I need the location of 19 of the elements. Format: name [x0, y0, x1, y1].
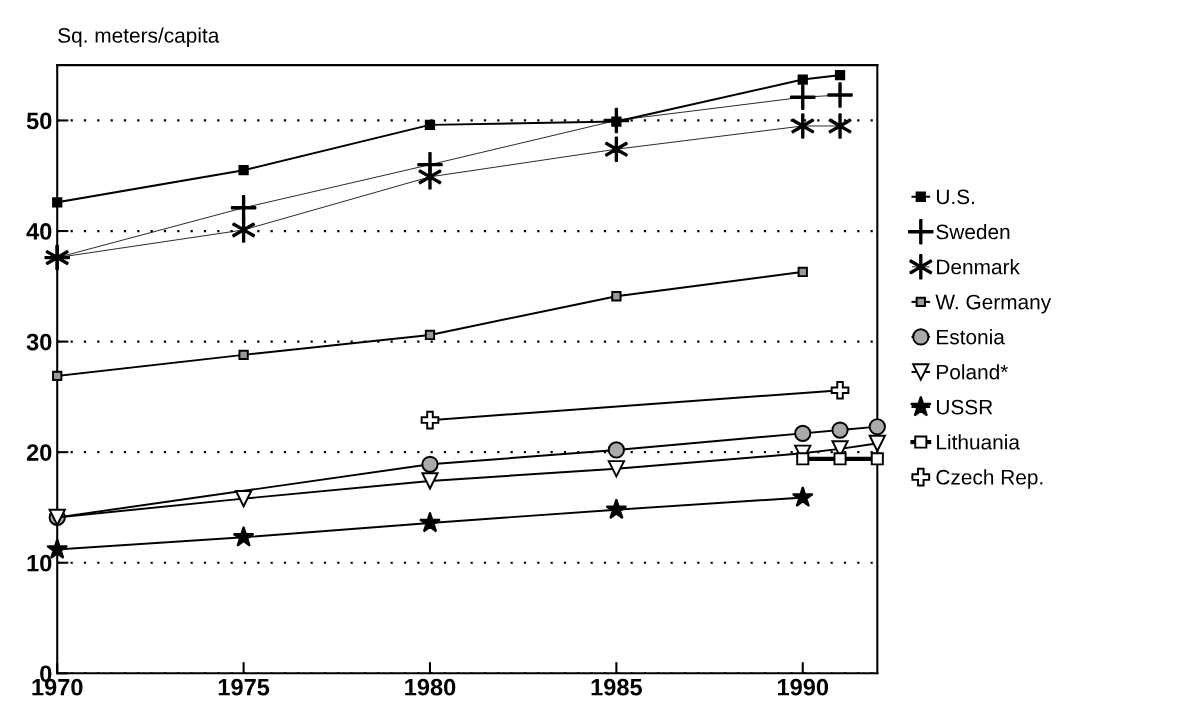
legend-label: Poland*: [937, 364, 1009, 380]
y-tick-label: 40: [26, 223, 52, 240]
y-tick-label: 50: [26, 112, 52, 130]
legend-label: W. Germany: [935, 294, 1052, 314]
y-tick-label: 10: [27, 554, 52, 572]
x-tick-label: 1990: [777, 678, 829, 696]
legend-label: Denmark: [937, 259, 1020, 275]
x-tick-label: 1975: [218, 678, 270, 696]
x-tick-label: 1985: [591, 678, 642, 696]
legend-label: USSR: [936, 399, 993, 415]
legend-label: Lithuania: [937, 434, 1020, 450]
y-tick-label: 30: [26, 333, 52, 351]
legend-label: Czech Rep.: [936, 469, 1043, 489]
y-tick-label: 20: [26, 444, 52, 461]
y-axis-title: Sq. meters/capita: [58, 27, 220, 47]
legend-label: U.S.: [936, 189, 974, 205]
legend-label: Sweden: [936, 223, 1010, 240]
legend-label: Estonia: [937, 329, 1005, 345]
x-tick-label: 1980: [405, 678, 456, 696]
